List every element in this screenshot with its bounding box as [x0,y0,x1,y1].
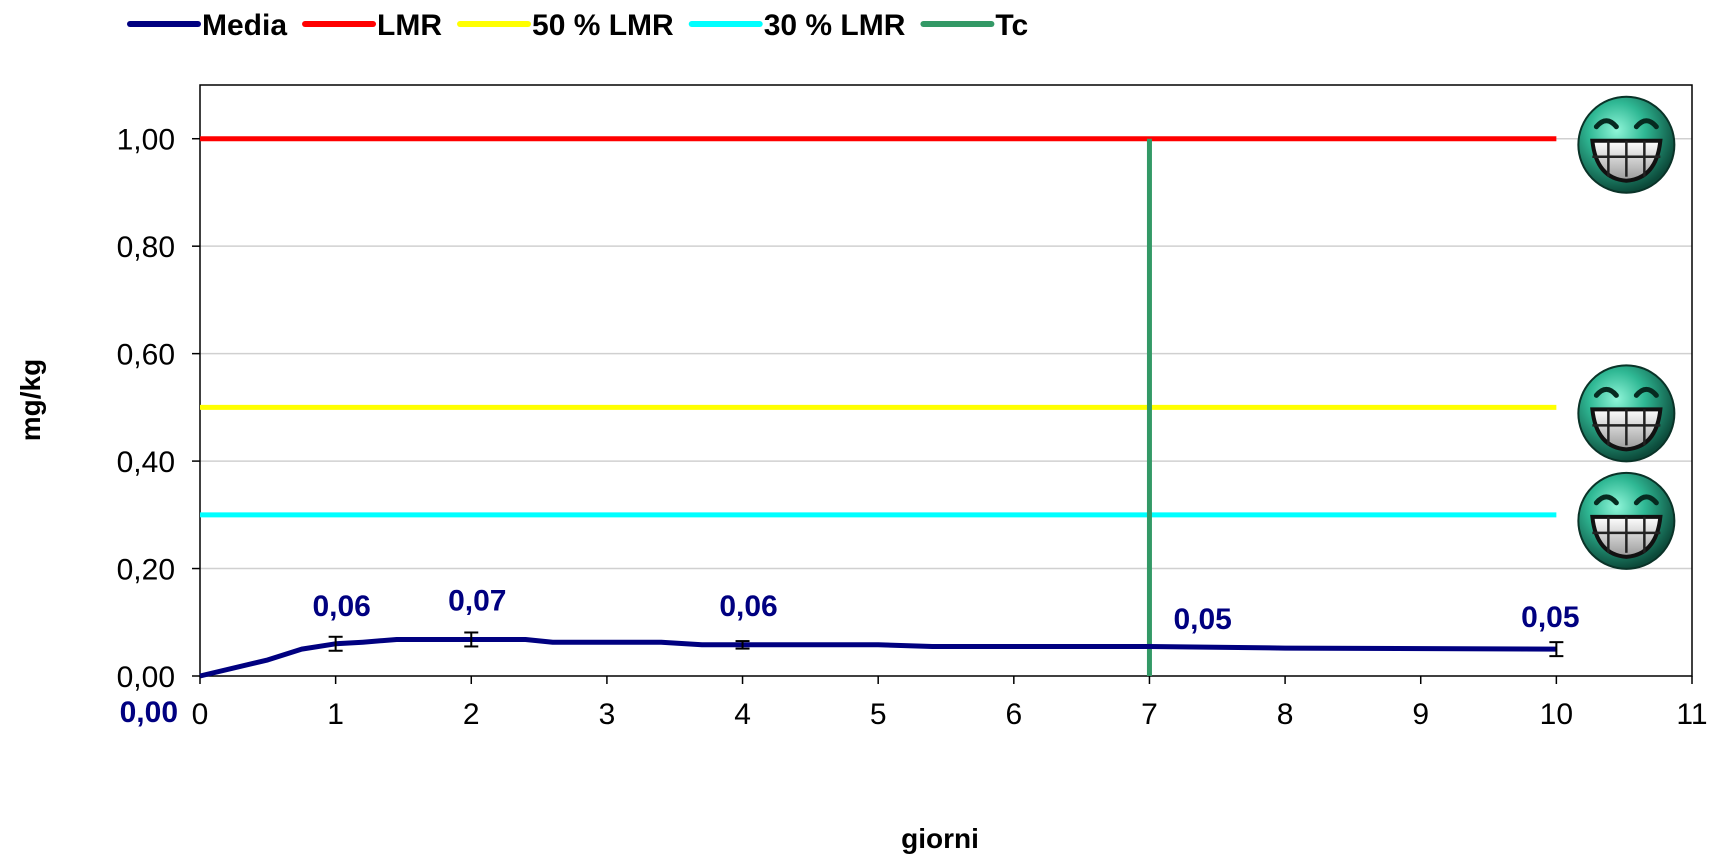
x-tick-label: 1 [327,698,344,731]
y-tick-label: 0,60 [117,339,175,372]
y-tick-label: 0,20 [117,554,175,587]
data-label: 0,00 [120,696,178,729]
legend-label: Tc [995,9,1028,42]
x-tick-label: 0 [192,698,209,731]
eye [1593,494,1619,506]
x-tick-label: 2 [463,698,480,731]
y-tick-label: 0,00 [117,661,175,694]
x-tick-label: 6 [1005,698,1022,731]
plot-area: 0,00 0,20 0,40 0,60 0,80 1,00 0 1 2 3 4 5 6 7 8 9 10 11 0,… [117,84,1708,731]
eye [1633,494,1659,506]
x-tick-label: 10 [1540,698,1573,731]
legend-label: LMR [377,9,442,42]
data-label: 0,05 [1521,601,1579,634]
y-tick-label: 1,00 [117,124,175,157]
eye [1633,386,1659,398]
grinning-face-icon [1577,95,1676,194]
x-tick-label: 3 [599,698,616,731]
grinning-face-icon [1577,364,1676,463]
x-tick-label: 7 [1141,698,1158,731]
plot-frame [199,84,1693,677]
eye [1633,118,1659,130]
legend-label: 50 % LMR [532,9,674,42]
grinning-face-icon [1577,471,1676,570]
data-label: 0,06 [312,590,370,623]
x-axis-title: giorni [901,823,979,854]
y-tick-label: 0,40 [117,446,175,479]
legend-label: 30 % LMR [764,9,906,42]
data-label: 0,05 [1173,603,1231,636]
x-tick-label: 9 [1412,698,1429,731]
data-label: 0,06 [719,590,777,623]
x-tick-label: 8 [1277,698,1294,731]
data-label: 0,07 [448,584,506,617]
series-line [199,637,1557,679]
legend: Media LMR 50 % LMR 30 % LMR Tc [127,9,1028,42]
eye [1593,118,1619,130]
x-tick-label: 11 [1676,698,1707,731]
y-axis-title: mg/kg [15,359,46,441]
legend-label: Media [202,9,287,42]
y-tick-label: 0,80 [117,231,175,264]
x-tick-label: 5 [870,698,887,731]
x-tick-label: 4 [734,698,751,731]
eye [1593,386,1619,398]
